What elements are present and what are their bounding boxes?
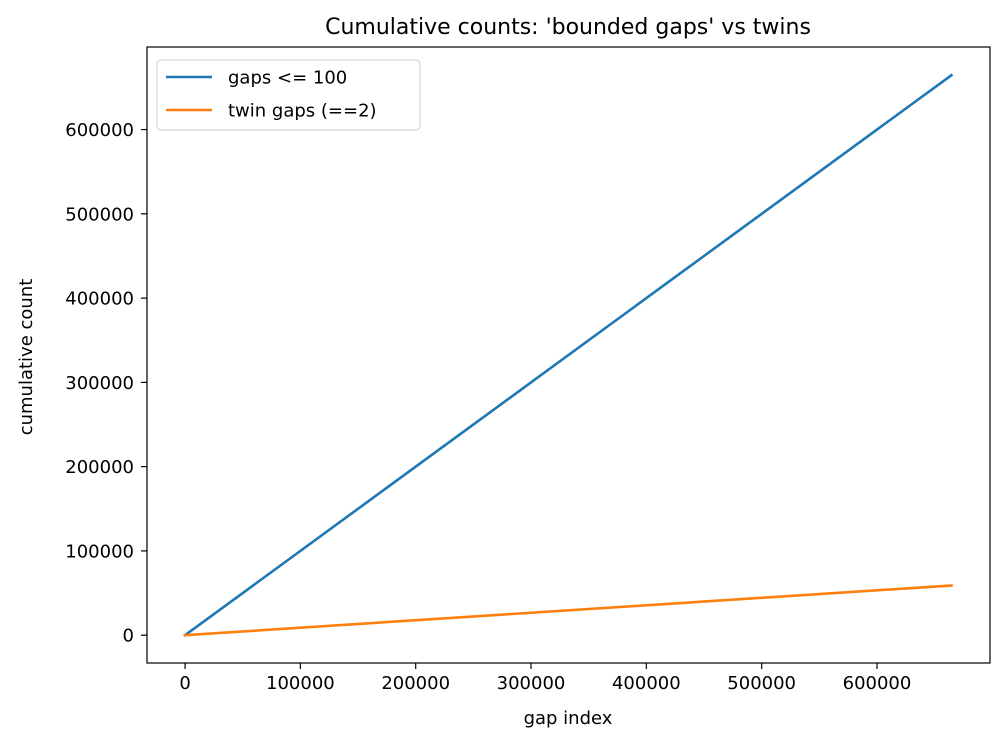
x-tick-label: 0 [179,673,190,694]
x-tick-label: 100000 [266,673,335,694]
y-tick-label: 500000 [65,204,134,225]
x-tick-label: 400000 [612,673,681,694]
y-tick-label: 200000 [65,457,134,478]
x-tick-label: 500000 [727,673,796,694]
plot-area: 0 100000 200000 300000 400000 500000 600000 0 10… [65,46,991,694]
y-tick-label: 300000 [65,373,134,394]
series-line-1 [183,73,954,638]
legend-label-1: gaps <= 100 [228,68,347,89]
y-tick-label: 400000 [65,289,134,310]
legend-label-2: twin gaps (==2) [228,101,377,122]
y-tick-label: 0 [123,626,134,647]
chart-title: Cumulative counts: 'bounded gaps' vs twi… [325,15,811,40]
x-tick-label: 600000 [843,673,912,694]
x-tick-label: 200000 [381,673,450,694]
legend: gaps <= 100 twin gaps (==2) [156,59,421,131]
axes-frame [146,46,991,664]
legend-box [156,59,421,131]
y-axis-label: cumulative count [16,279,37,436]
y-tick-label: 100000 [65,541,134,562]
y-tick-label: 600000 [65,120,134,141]
x-axis-label: gap index [524,708,613,729]
series-line-2 [183,584,953,637]
x-tick-label: 300000 [497,673,566,694]
